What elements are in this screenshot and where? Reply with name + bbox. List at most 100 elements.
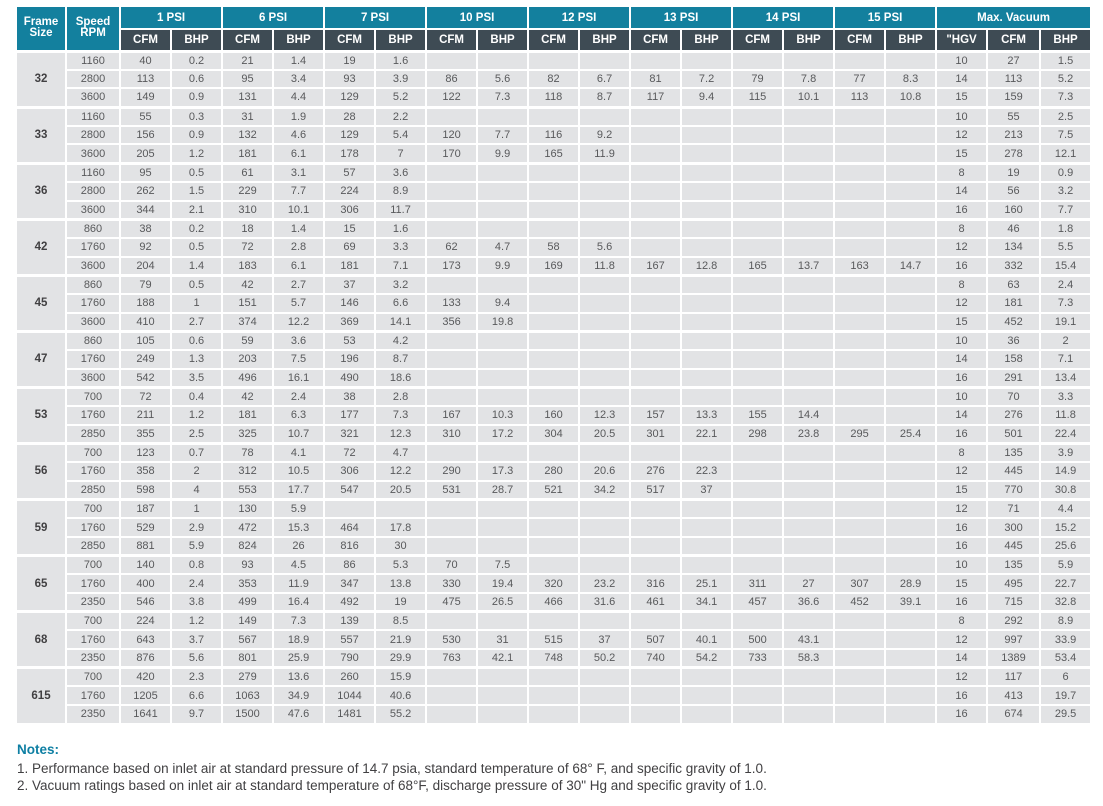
value-cell	[884, 441, 938, 464]
value-cell: 7.3	[476, 87, 530, 109]
value-cell: 61	[221, 161, 275, 183]
value-cell	[731, 461, 785, 482]
value-cell: 542	[119, 367, 172, 389]
value-cell: 53	[323, 329, 377, 351]
value-cell: 43.1	[782, 629, 836, 650]
psi-group-header: 10 PSI	[425, 5, 530, 30]
value-cell: 34.2	[578, 479, 632, 501]
value-cell: 25.9	[272, 648, 326, 669]
value-cell: 95	[119, 161, 172, 183]
value-cell: 14.4	[782, 405, 836, 426]
value-cell	[680, 349, 734, 370]
value-cell: 10	[935, 329, 989, 351]
value-cell: 2	[169, 461, 224, 482]
value-cell	[629, 49, 683, 71]
value-cell: 9.4	[680, 87, 734, 109]
value-cell: 2.8	[272, 236, 326, 258]
table-row: 47 860 105 0.6 59 3.6 53 4.2 10 36 2	[15, 329, 1093, 389]
value-cell: 10	[935, 105, 989, 127]
frame-size-cell: 59	[15, 497, 67, 557]
value-cell: 643	[119, 629, 172, 650]
rpm-cell: 3600	[65, 255, 121, 277]
psi-group-header: 6 PSI	[221, 5, 326, 30]
value-cell: 229	[221, 180, 275, 202]
value-cell	[629, 105, 683, 127]
value-cell: 113	[986, 68, 1042, 90]
value-cell	[476, 180, 530, 202]
value-cell: 37	[680, 479, 734, 501]
value-cell	[731, 704, 785, 725]
rpm-cell: 700	[65, 666, 121, 688]
value-cell	[476, 517, 530, 538]
value-cell	[629, 180, 683, 202]
value-cell	[629, 498, 683, 520]
value-cell: 4	[169, 479, 224, 501]
value-cell: 12	[935, 292, 989, 314]
value-cell: 7.8	[782, 68, 836, 90]
value-cell	[884, 554, 938, 576]
value-cell: 181	[221, 143, 275, 165]
value-cell: 306	[323, 199, 377, 221]
rpm-cell: 2850	[65, 535, 121, 557]
value-cell	[782, 554, 836, 576]
table-row: 1760 529 2.9 472 15.3 464 17.8 16 300 15.2	[16, 517, 1093, 538]
value-cell: 57	[323, 161, 377, 183]
value-cell: 196	[323, 349, 377, 370]
table-row: 42 860 38 0.2 18 1.4 15 1.6 8 46 1.8	[15, 217, 1093, 277]
value-cell: 320	[527, 573, 581, 594]
value-cell	[731, 161, 785, 183]
rpm-cell: 700	[65, 441, 121, 464]
value-cell: 38	[119, 217, 172, 239]
value-cell: 86	[323, 554, 377, 576]
value-cell: 598	[119, 479, 172, 501]
value-cell: 12.8	[680, 255, 734, 277]
value-cell: 25.1	[680, 573, 734, 594]
value-cell: 1481	[323, 704, 377, 725]
value-cell: 1.2	[169, 405, 224, 426]
value-cell: 158	[986, 349, 1042, 370]
value-cell: 763	[425, 648, 479, 669]
value-cell: 14	[935, 648, 989, 669]
value-cell	[527, 535, 581, 557]
value-cell: 13.6	[272, 666, 326, 688]
value-cell	[833, 704, 887, 725]
value-cell	[680, 498, 734, 520]
rpm-cell: 2350	[65, 648, 121, 669]
value-cell: 131	[221, 87, 275, 109]
value-cell: 122	[425, 87, 479, 109]
value-cell	[527, 685, 581, 707]
value-cell: 5.4	[374, 124, 428, 146]
value-cell	[680, 685, 734, 707]
table-row: 32 1160 40 0.2 21 1.4 19 1.6 10 27 1.5	[15, 49, 1093, 109]
table-row: 3600 344 2.1 310 10.1 306 11.7 16 160 7.7	[16, 199, 1093, 221]
value-cell	[578, 517, 632, 538]
value-cell	[680, 105, 734, 127]
value-cell: 6.1	[272, 255, 326, 277]
rpm-cell: 1760	[65, 292, 121, 314]
rpm-cell: 1760	[65, 236, 121, 258]
value-cell	[731, 329, 785, 351]
value-cell	[731, 554, 785, 576]
value-cell: 801	[221, 648, 275, 669]
value-cell	[833, 610, 887, 632]
value-cell	[731, 49, 785, 71]
value-cell: 47.6	[272, 704, 326, 725]
value-cell: 475	[425, 591, 479, 613]
value-cell	[629, 273, 683, 295]
psi-group-header: 14 PSI	[731, 5, 836, 30]
value-cell: 58	[527, 236, 581, 258]
value-cell	[527, 180, 581, 202]
rpm-cell: 1760	[65, 629, 121, 650]
value-cell: 4.5	[272, 554, 326, 576]
rpm-cell: 3600	[65, 311, 121, 333]
value-cell: 1.3	[169, 349, 224, 370]
value-cell	[425, 385, 479, 408]
value-cell	[833, 405, 887, 426]
value-cell	[731, 610, 785, 632]
value-cell: 369	[323, 311, 377, 333]
value-cell: 7.1	[1039, 349, 1093, 370]
value-cell	[629, 292, 683, 314]
value-cell: 129	[323, 124, 377, 146]
value-cell	[425, 610, 479, 632]
value-cell	[782, 517, 836, 538]
